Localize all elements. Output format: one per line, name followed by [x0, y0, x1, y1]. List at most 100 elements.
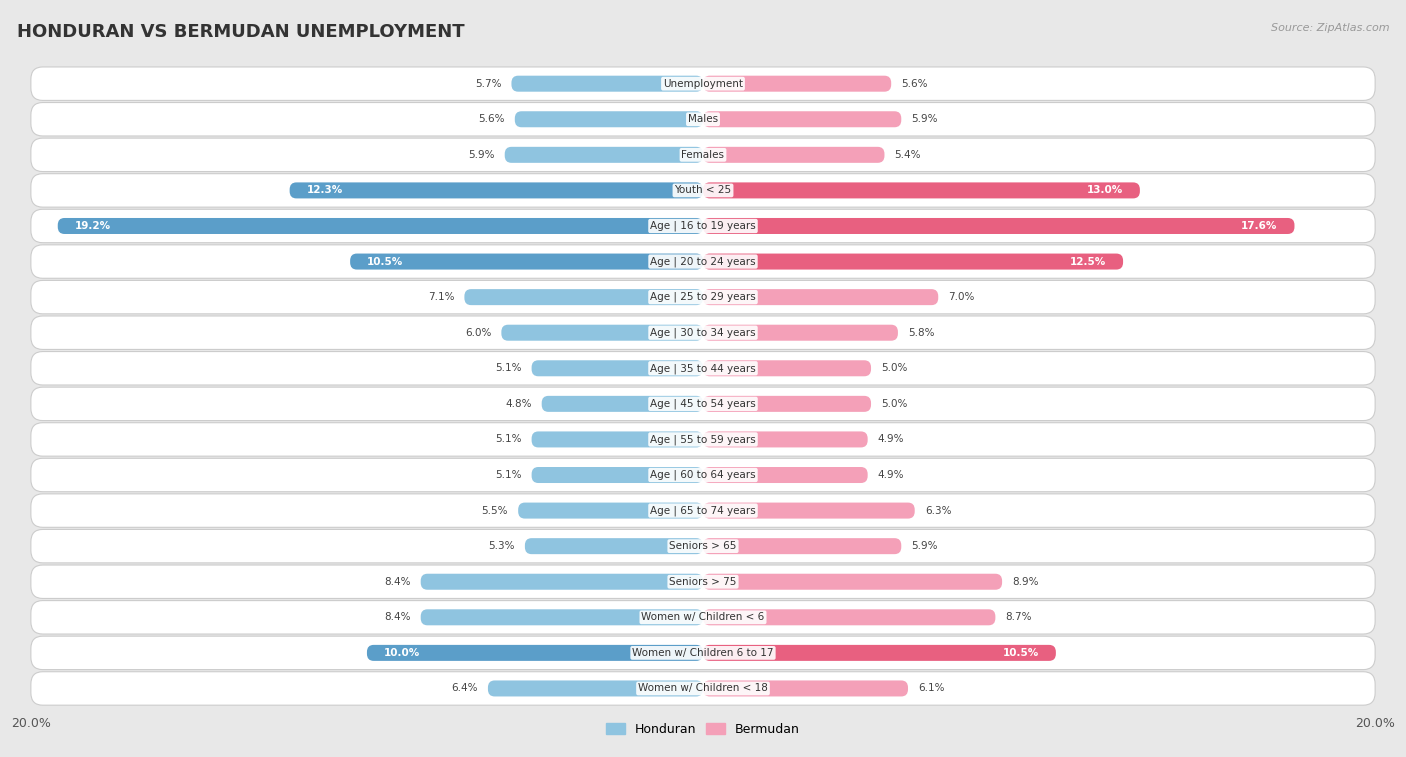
Text: 6.1%: 6.1%: [918, 684, 945, 693]
FancyBboxPatch shape: [31, 245, 1375, 279]
Text: Age | 45 to 54 years: Age | 45 to 54 years: [650, 399, 756, 409]
FancyBboxPatch shape: [703, 254, 1123, 269]
FancyBboxPatch shape: [31, 138, 1375, 172]
Text: Youth < 25: Youth < 25: [675, 185, 731, 195]
Text: 17.6%: 17.6%: [1241, 221, 1278, 231]
FancyBboxPatch shape: [31, 102, 1375, 136]
FancyBboxPatch shape: [290, 182, 703, 198]
Text: 5.1%: 5.1%: [495, 435, 522, 444]
Text: 5.5%: 5.5%: [482, 506, 508, 516]
Text: 5.9%: 5.9%: [911, 541, 938, 551]
FancyBboxPatch shape: [31, 636, 1375, 670]
Text: Seniors > 75: Seniors > 75: [669, 577, 737, 587]
FancyBboxPatch shape: [703, 467, 868, 483]
FancyBboxPatch shape: [519, 503, 703, 519]
Text: Age | 25 to 29 years: Age | 25 to 29 years: [650, 292, 756, 302]
Text: 10.5%: 10.5%: [367, 257, 404, 266]
FancyBboxPatch shape: [464, 289, 703, 305]
Text: 4.8%: 4.8%: [505, 399, 531, 409]
Text: 10.0%: 10.0%: [384, 648, 420, 658]
FancyBboxPatch shape: [31, 209, 1375, 243]
Text: 5.0%: 5.0%: [882, 399, 907, 409]
FancyBboxPatch shape: [420, 574, 703, 590]
FancyBboxPatch shape: [31, 458, 1375, 492]
FancyBboxPatch shape: [703, 289, 938, 305]
FancyBboxPatch shape: [512, 76, 703, 92]
FancyBboxPatch shape: [488, 681, 703, 696]
FancyBboxPatch shape: [703, 182, 1140, 198]
Text: Age | 65 to 74 years: Age | 65 to 74 years: [650, 506, 756, 516]
FancyBboxPatch shape: [31, 316, 1375, 350]
Text: Unemployment: Unemployment: [664, 79, 742, 89]
FancyBboxPatch shape: [703, 681, 908, 696]
FancyBboxPatch shape: [515, 111, 703, 127]
Text: 6.0%: 6.0%: [465, 328, 491, 338]
FancyBboxPatch shape: [31, 671, 1375, 706]
FancyBboxPatch shape: [703, 503, 915, 519]
FancyBboxPatch shape: [350, 254, 703, 269]
Text: Age | 35 to 44 years: Age | 35 to 44 years: [650, 363, 756, 373]
Text: 12.5%: 12.5%: [1070, 257, 1107, 266]
Text: 7.1%: 7.1%: [427, 292, 454, 302]
Text: 5.1%: 5.1%: [495, 470, 522, 480]
FancyBboxPatch shape: [703, 645, 1056, 661]
Text: 8.7%: 8.7%: [1005, 612, 1032, 622]
FancyBboxPatch shape: [703, 574, 1002, 590]
FancyBboxPatch shape: [703, 609, 995, 625]
Text: Females: Females: [682, 150, 724, 160]
Text: 5.4%: 5.4%: [894, 150, 921, 160]
Text: 5.8%: 5.8%: [908, 328, 935, 338]
Text: 6.3%: 6.3%: [925, 506, 952, 516]
FancyBboxPatch shape: [703, 360, 872, 376]
Text: Women w/ Children < 6: Women w/ Children < 6: [641, 612, 765, 622]
FancyBboxPatch shape: [31, 600, 1375, 634]
Text: 5.6%: 5.6%: [478, 114, 505, 124]
FancyBboxPatch shape: [31, 422, 1375, 456]
FancyBboxPatch shape: [703, 111, 901, 127]
FancyBboxPatch shape: [541, 396, 703, 412]
Text: HONDURAN VS BERMUDAN UNEMPLOYMENT: HONDURAN VS BERMUDAN UNEMPLOYMENT: [17, 23, 464, 41]
FancyBboxPatch shape: [31, 351, 1375, 385]
Text: Males: Males: [688, 114, 718, 124]
FancyBboxPatch shape: [703, 538, 901, 554]
Text: 5.9%: 5.9%: [468, 150, 495, 160]
FancyBboxPatch shape: [31, 173, 1375, 207]
Text: 8.4%: 8.4%: [384, 577, 411, 587]
FancyBboxPatch shape: [31, 67, 1375, 101]
Text: 8.9%: 8.9%: [1012, 577, 1039, 587]
FancyBboxPatch shape: [31, 529, 1375, 563]
Text: Women w/ Children 6 to 17: Women w/ Children 6 to 17: [633, 648, 773, 658]
Text: Age | 16 to 19 years: Age | 16 to 19 years: [650, 221, 756, 231]
Text: 10.5%: 10.5%: [1002, 648, 1039, 658]
FancyBboxPatch shape: [531, 431, 703, 447]
Text: 5.7%: 5.7%: [475, 79, 502, 89]
FancyBboxPatch shape: [31, 387, 1375, 421]
Text: 19.2%: 19.2%: [75, 221, 111, 231]
FancyBboxPatch shape: [524, 538, 703, 554]
FancyBboxPatch shape: [703, 325, 898, 341]
FancyBboxPatch shape: [31, 565, 1375, 599]
Text: Age | 60 to 64 years: Age | 60 to 64 years: [650, 470, 756, 480]
FancyBboxPatch shape: [31, 494, 1375, 528]
Text: Women w/ Children < 18: Women w/ Children < 18: [638, 684, 768, 693]
Text: Age | 20 to 24 years: Age | 20 to 24 years: [650, 257, 756, 266]
FancyBboxPatch shape: [703, 431, 868, 447]
Text: Source: ZipAtlas.com: Source: ZipAtlas.com: [1271, 23, 1389, 33]
Text: Age | 30 to 34 years: Age | 30 to 34 years: [650, 328, 756, 338]
FancyBboxPatch shape: [703, 218, 1295, 234]
FancyBboxPatch shape: [420, 609, 703, 625]
Text: 12.3%: 12.3%: [307, 185, 343, 195]
FancyBboxPatch shape: [703, 76, 891, 92]
Text: 5.9%: 5.9%: [911, 114, 938, 124]
FancyBboxPatch shape: [505, 147, 703, 163]
Text: 5.3%: 5.3%: [488, 541, 515, 551]
FancyBboxPatch shape: [31, 280, 1375, 314]
FancyBboxPatch shape: [703, 147, 884, 163]
Text: 8.4%: 8.4%: [384, 612, 411, 622]
Text: 7.0%: 7.0%: [948, 292, 974, 302]
Text: 13.0%: 13.0%: [1087, 185, 1123, 195]
FancyBboxPatch shape: [531, 360, 703, 376]
Text: Seniors > 65: Seniors > 65: [669, 541, 737, 551]
Text: 5.6%: 5.6%: [901, 79, 928, 89]
Text: 5.0%: 5.0%: [882, 363, 907, 373]
